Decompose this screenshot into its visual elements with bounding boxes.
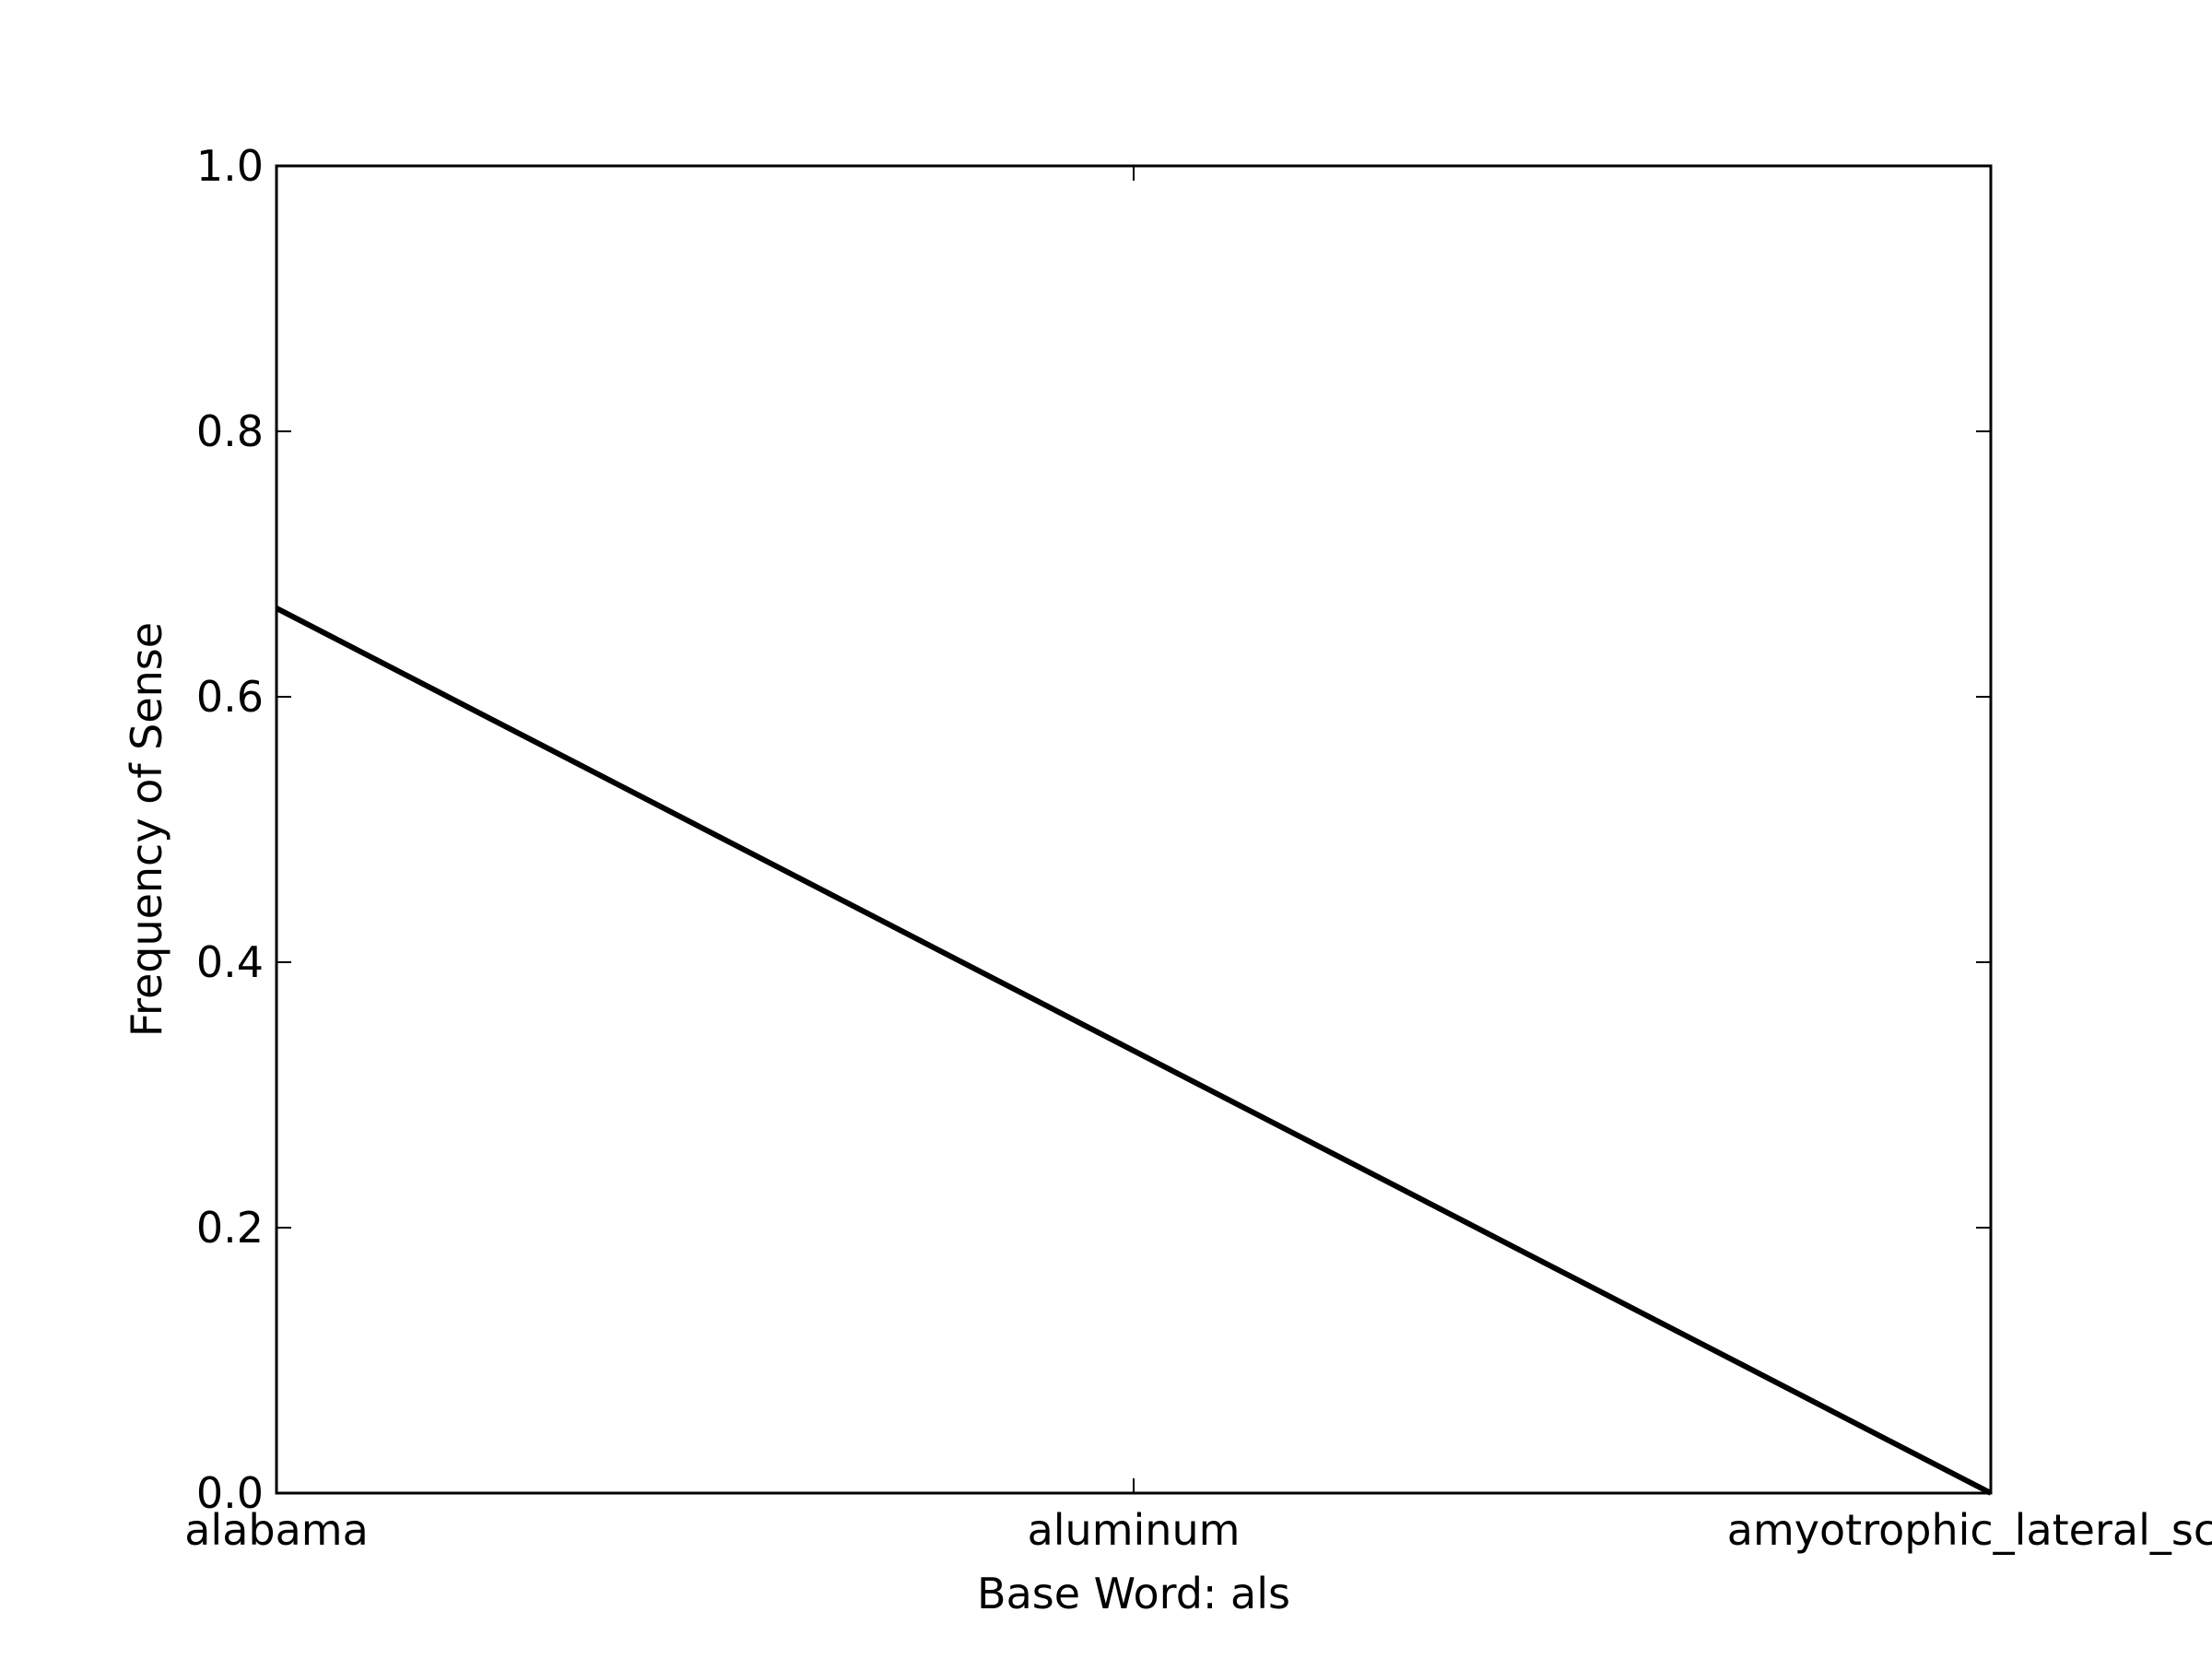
y-tick-label: 0.2: [196, 1203, 264, 1253]
y-tick-label: 0.0: [196, 1468, 264, 1518]
series-layer: [275, 606, 1993, 1496]
x-tick-label: amyotrophic_lateral_scle: [1727, 1505, 2212, 1555]
x-axis-label: Base Word: als: [977, 1569, 1290, 1618]
y-tick-label: 1.0: [196, 141, 264, 191]
series-line: [275, 606, 1993, 1496]
y-tick-label: 0.4: [196, 937, 264, 987]
y-axis-label: Frequency of Sense: [122, 622, 171, 1037]
x-tick-label: aluminum: [1028, 1505, 1241, 1555]
y-tick-label: 0.8: [196, 406, 264, 456]
x-tick-label: alabama: [184, 1505, 369, 1555]
plot-frame: [275, 164, 1993, 1495]
tick-labels-layer: 0.0 0.2 0.4 0.6 0.8 1.0 alabama aluminum amyotro…: [184, 141, 2212, 1555]
y-tick-label: 0.6: [196, 672, 264, 722]
